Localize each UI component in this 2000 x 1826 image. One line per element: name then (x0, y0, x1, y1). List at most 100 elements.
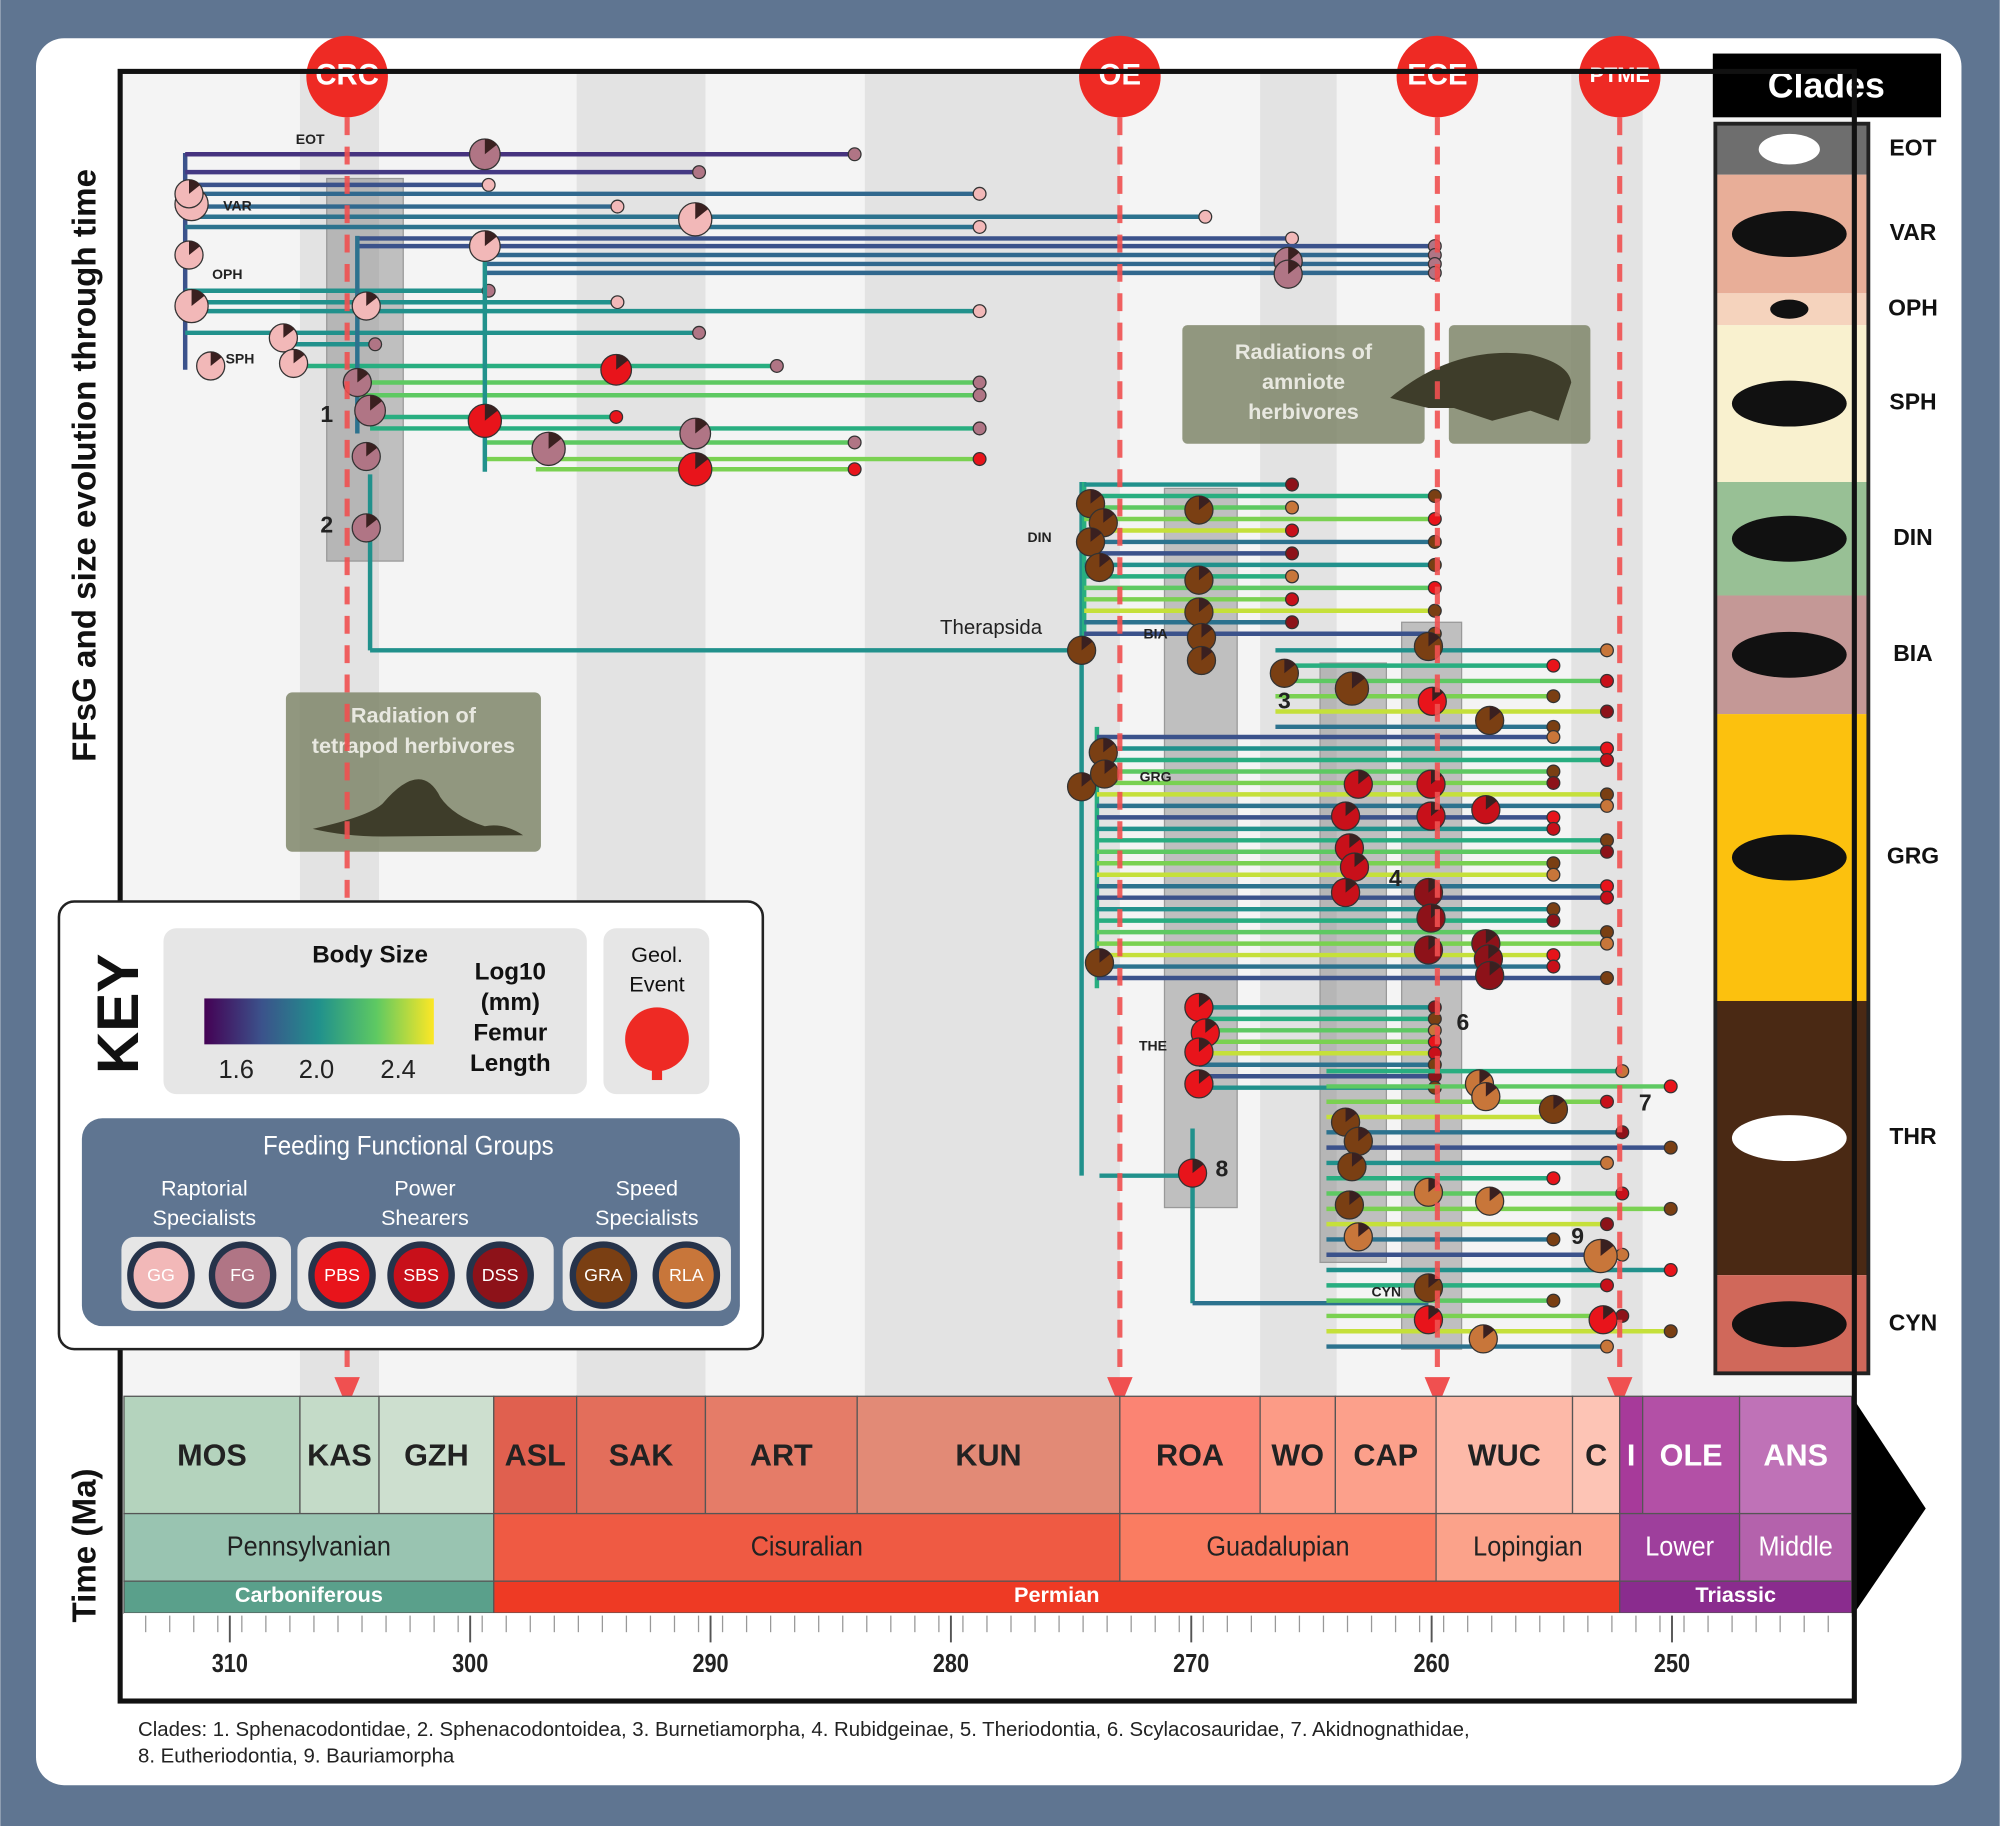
series-cell (1738, 1512, 1853, 1582)
geol-icon-stem (651, 1064, 663, 1081)
tip (1198, 209, 1213, 224)
tip (692, 165, 707, 180)
pie-wedge (191, 289, 205, 307)
clade-label: BIA (1893, 640, 1933, 666)
stage-cell (1119, 1395, 1261, 1515)
ffg-code: DSS (482, 1265, 519, 1285)
event-arrow (1424, 1377, 1451, 1408)
pie-wedge (1351, 671, 1365, 689)
radiation-text: Radiation of (351, 702, 477, 727)
stage-label: GZH (404, 1439, 469, 1473)
geol-label: Event (629, 971, 684, 996)
tip (972, 186, 987, 201)
ffg-code: GRA (584, 1265, 623, 1285)
tip (1546, 867, 1561, 882)
tree-label: VAR (223, 197, 252, 213)
tip (1546, 1171, 1561, 1186)
tree-label: 4 (1389, 865, 1402, 891)
tree-label: 6 (1456, 1009, 1469, 1035)
radiation-text: amniote (1262, 369, 1345, 394)
pie-wedge (366, 442, 378, 457)
period-label: Triassic (1695, 1582, 1776, 1607)
stage-label: ROA (1156, 1439, 1224, 1473)
time-arrow (1851, 1396, 1926, 1617)
tip (1599, 704, 1614, 719)
tip (1663, 1140, 1678, 1155)
series-label: Middle (1759, 1530, 1833, 1562)
stage-label: MOS (177, 1439, 247, 1473)
clade-silhouette (1731, 211, 1847, 257)
pie-wedge (1198, 598, 1210, 613)
event-marker (1079, 35, 1161, 118)
ffg-code: GG (147, 1265, 175, 1285)
clade-panel-border (1713, 121, 1871, 1376)
tick-strip (123, 1613, 1852, 1703)
pie-wedge (1205, 1018, 1217, 1033)
tip (1599, 673, 1614, 688)
pie-wedge (1103, 738, 1115, 753)
ffg-title: Feeding Functional Groups (263, 1132, 554, 1161)
clade-label: DIN (1893, 524, 1933, 550)
event-marker (1396, 35, 1479, 118)
tree-label: BIA (1143, 626, 1167, 642)
stage-cell (856, 1395, 1121, 1515)
colorbar-label: 2.4 (380, 1056, 415, 1084)
pie-wedge (1358, 1127, 1370, 1142)
clade-label: EOT (1889, 134, 1936, 160)
stage-cell (1435, 1395, 1574, 1515)
time-tick-label: 280 (933, 1651, 969, 1679)
event-arrow (334, 1377, 360, 1408)
pie-wedge (1483, 1324, 1495, 1339)
tip (1599, 890, 1614, 905)
tip (368, 337, 383, 352)
series-label: Lower (1645, 1530, 1714, 1562)
event-arrow (1107, 1377, 1133, 1408)
pie-wedge (1485, 795, 1497, 810)
tree-label: GRG (1140, 769, 1172, 785)
tip (1284, 523, 1300, 538)
tip (1663, 1324, 1678, 1339)
ffg-swatch (127, 1241, 195, 1309)
tip (1546, 1293, 1561, 1308)
series-cell (1119, 1512, 1437, 1582)
stage-label: KAS (307, 1439, 372, 1473)
tip (847, 435, 862, 450)
time-tick-label: 290 (692, 1651, 728, 1679)
radiation-text: herbivores (1248, 399, 1359, 424)
pie-wedge (1489, 706, 1501, 721)
clades-header (1712, 53, 1942, 118)
stage-cell (704, 1395, 858, 1515)
clade-label: CYN (1889, 1309, 1937, 1335)
series-label: Cisuralian (751, 1530, 863, 1562)
pie-wedge (695, 452, 709, 470)
tip (972, 304, 987, 319)
tree-label: OPH (212, 266, 242, 282)
pie-wedge (1428, 632, 1440, 647)
pie-wedge (1288, 247, 1300, 262)
pie-wedge (1090, 489, 1102, 504)
pie-wedge (1485, 929, 1497, 944)
tip (1284, 615, 1300, 630)
tree-label: 7 (1639, 1089, 1652, 1115)
stage-cell (299, 1395, 380, 1515)
tip (1599, 752, 1614, 767)
pie-wedge (1345, 802, 1357, 817)
pie-wedge (695, 418, 708, 434)
pie-wedge (1358, 770, 1370, 785)
ffg-group-label: Speed (615, 1175, 678, 1200)
pie-wedge (1090, 527, 1102, 542)
radiation-box (285, 692, 541, 852)
pie-wedge (616, 354, 629, 370)
period-label: Permian (1014, 1582, 1099, 1607)
tree-label: THE (1139, 1038, 1167, 1054)
clade-box (1163, 487, 1238, 1209)
unit-label: Length (470, 1050, 551, 1077)
pie-wedge (1198, 496, 1210, 511)
radiation-text: Radiations of (1235, 339, 1373, 364)
silhouette (1390, 352, 1572, 421)
tip (1546, 775, 1561, 790)
pie-wedge (1198, 1069, 1210, 1084)
tip (1599, 971, 1614, 986)
clade-box (326, 177, 404, 562)
